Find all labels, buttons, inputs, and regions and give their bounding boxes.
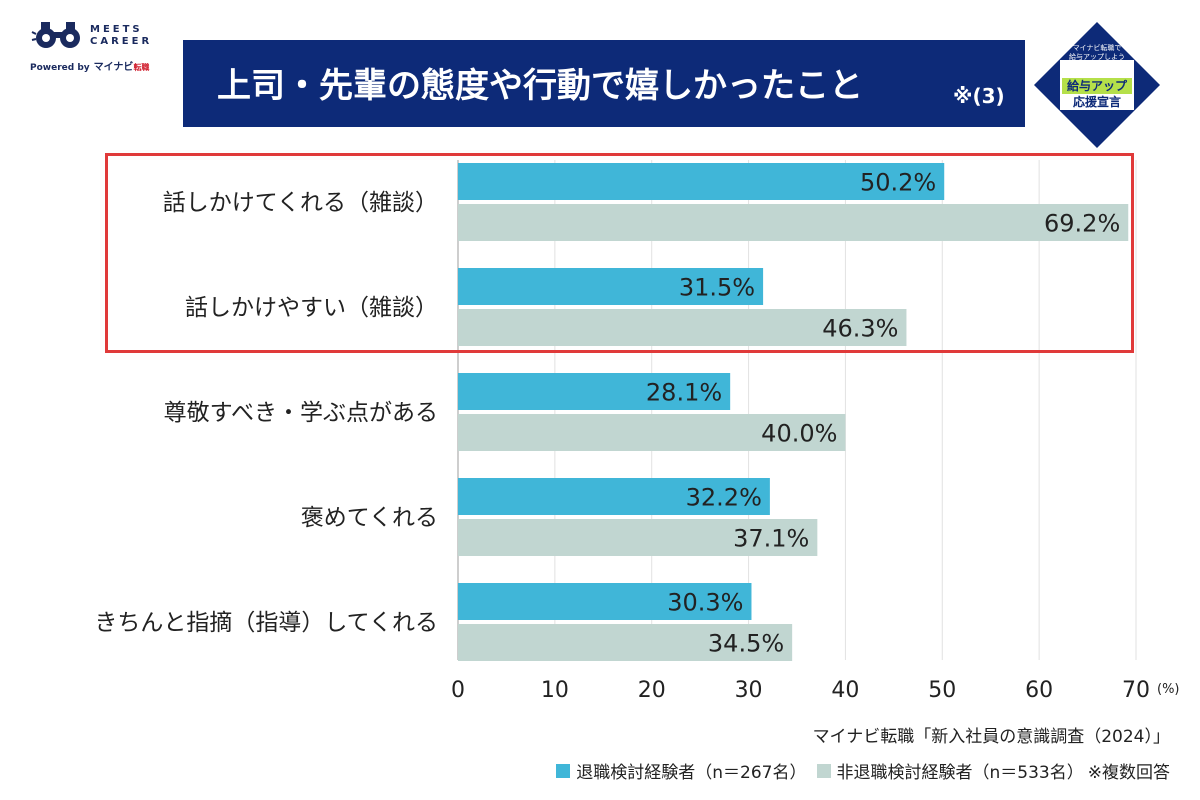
meets-career-logo: MEETS CAREER Powered by マイナビ転職 <box>30 20 170 80</box>
data-label: 31.5% <box>679 274 755 302</box>
data-label: 69.2% <box>1044 210 1120 238</box>
x-unit-label: (%) <box>1157 682 1180 697</box>
category-label: 尊敬すべき・学ぶ点がある <box>164 400 438 426</box>
x-tick-label: 70 <box>1122 678 1150 703</box>
x-tick-label: 50 <box>928 678 956 703</box>
bar-series-b <box>458 519 818 556</box>
data-label: 37.1% <box>733 525 809 553</box>
x-tick-label: 0 <box>451 678 465 703</box>
legend-label-b: 非退職検討経験者（n＝533名） <box>836 763 1084 783</box>
svg-text:給与アップ: 給与アップ <box>1067 78 1128 93</box>
svg-text:マイナビ転職で: マイナビ転職で <box>1073 43 1122 52</box>
logo-wordmark: MEETS CAREER <box>90 24 153 47</box>
data-label: 30.3% <box>667 589 743 617</box>
bar-series-a <box>458 268 764 305</box>
category-label: 話しかけやすい（雑談） <box>185 295 438 321</box>
x-tick-label: 60 <box>1025 678 1053 703</box>
title-note: ※(3) <box>953 84 1005 108</box>
bar-series-b <box>458 204 1129 241</box>
bar-series-a <box>458 478 770 515</box>
category-label: 褒めてくれる <box>301 505 438 531</box>
bar-series-a <box>458 583 752 620</box>
legend: 退職検討経験者（n＝267名） 非退職検討経験者（n＝533名） ※複数回答 <box>556 758 1170 783</box>
x-tick-label: 40 <box>831 678 859 703</box>
powered-by: Powered by マイナビ転職 <box>30 62 150 73</box>
svg-text:応援宣言: 応援宣言 <box>1073 94 1121 109</box>
bar-series-b <box>458 414 846 451</box>
legend-note: ※複数回答 <box>1087 763 1170 783</box>
salary-up-badge: マイナビ転職で 給与アップしよう 給与アップ 応援宣言 <box>1034 22 1160 148</box>
data-label: 32.2% <box>686 484 762 512</box>
data-label: 46.3% <box>822 315 898 343</box>
data-label: 50.2% <box>860 169 936 197</box>
category-label: きちんと指摘（指導）してくれる <box>94 610 438 636</box>
data-label: 40.0% <box>761 420 837 448</box>
x-tick-label: 30 <box>735 678 763 703</box>
page-title: 上司・先輩の態度や行動で嬉しかったこと <box>217 66 863 106</box>
bar-series-a <box>458 163 945 200</box>
data-label: 28.1% <box>646 379 722 407</box>
svg-text:給与アップしよう: 給与アップしよう <box>1069 52 1125 61</box>
legend-label-a: 退職検討経験者（n＝267名） <box>576 763 807 783</box>
binoculars-logo-icon <box>31 22 80 48</box>
x-tick-label: 10 <box>541 678 569 703</box>
bar-series-b <box>458 624 793 661</box>
source-note: マイナビ転職「新入社員の意識調査（2024）」 <box>812 727 1170 747</box>
bar-series-b <box>458 309 907 346</box>
legend-swatch-a <box>556 763 571 778</box>
data-label: 34.5% <box>708 630 784 658</box>
category-label: 話しかけてくれる（雑談） <box>163 190 438 216</box>
x-tick-label: 20 <box>638 678 666 703</box>
bar-series-a <box>458 373 731 410</box>
title-banner: 上司・先輩の態度や行動で嬉しかったこと ※(3) <box>183 40 1025 127</box>
legend-swatch-b <box>816 763 831 778</box>
highlight-box <box>105 153 1134 353</box>
